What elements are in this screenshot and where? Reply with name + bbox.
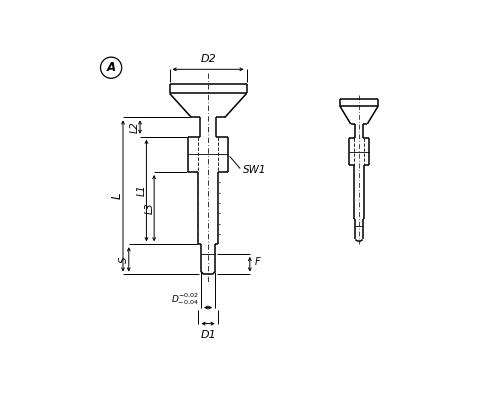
- Text: L2: L2: [130, 121, 140, 133]
- Text: D1: D1: [200, 330, 216, 340]
- Text: D2: D2: [200, 53, 216, 63]
- Text: L: L: [111, 193, 124, 199]
- Text: L1: L1: [136, 185, 146, 196]
- Text: A: A: [106, 61, 116, 74]
- Text: L3: L3: [144, 202, 154, 214]
- Text: SW1: SW1: [244, 166, 267, 176]
- Text: $D^{-0{,}02}_{-0{,}04}$: $D^{-0{,}02}_{-0{,}04}$: [171, 291, 200, 306]
- Text: S: S: [119, 256, 129, 263]
- Text: F: F: [254, 256, 260, 266]
